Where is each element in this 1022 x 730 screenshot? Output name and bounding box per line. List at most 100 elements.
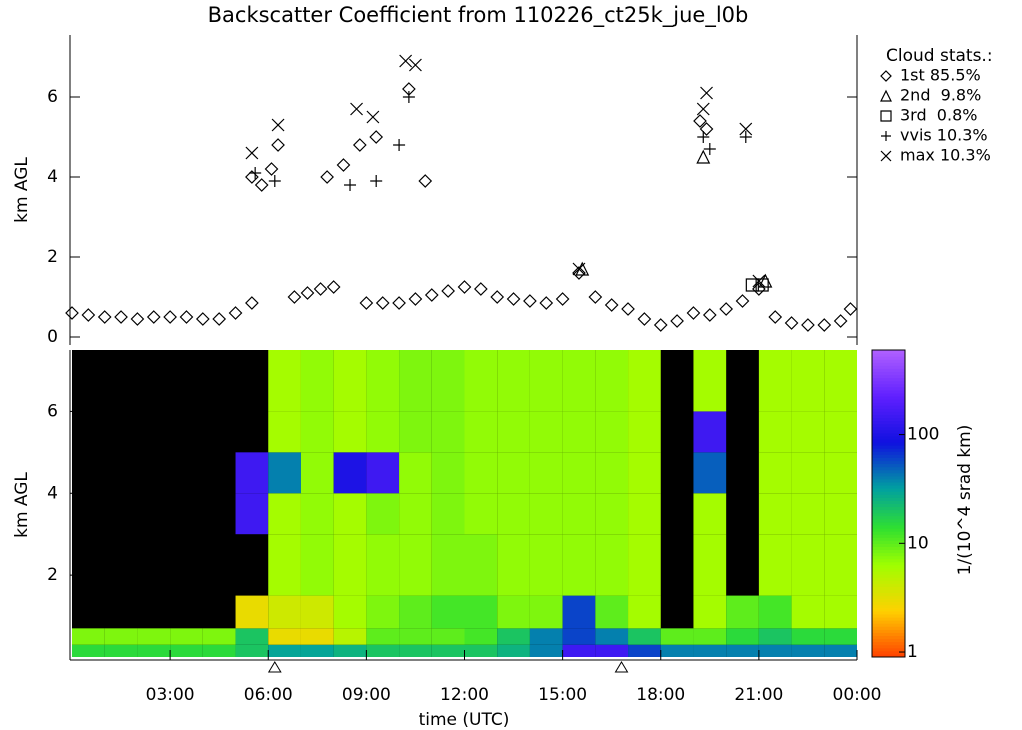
heatmap-cell [497, 411, 530, 453]
heatmap-cell [562, 411, 596, 453]
colorbar-frame [871, 349, 906, 658]
point [344, 179, 357, 191]
heatmap-cell [693, 493, 727, 535]
heatmap-cell [497, 493, 530, 535]
heatmap-cell [464, 452, 498, 494]
heatmap-cell [300, 350, 334, 412]
heatmap-cell [529, 534, 563, 596]
heatmap-cell [791, 411, 825, 453]
heatmap-cell [758, 452, 792, 494]
point [300, 286, 315, 300]
colorbar-segment [872, 392, 905, 397]
colorbar-segment [872, 463, 905, 468]
colorbar-segment [872, 564, 905, 569]
colorbar-segment [872, 491, 905, 495]
y-tick-label: 4 [47, 483, 58, 503]
heatmap-cell [529, 493, 563, 535]
heatmap-cell [464, 644, 498, 657]
point [703, 143, 716, 155]
chart-title: Backscatter Coefficient from 110226_ct25… [208, 3, 749, 28]
heatmap-cell [333, 493, 367, 535]
point [271, 138, 285, 152]
point [670, 314, 684, 328]
heatmap-cell [628, 350, 661, 412]
point [163, 310, 177, 324]
point [735, 294, 750, 308]
colorbar-segment [872, 396, 905, 400]
colorbar-segment [872, 475, 905, 480]
legend-marker [880, 70, 892, 82]
heatmap-cell [693, 644, 727, 657]
heatmap-cell [758, 534, 792, 596]
colorbar-segment [872, 426, 905, 431]
point [350, 102, 363, 116]
y-tick-label: 2 [47, 247, 58, 267]
colorbar-segment [872, 537, 905, 541]
heatmap-cell [202, 628, 236, 645]
colorbar-segment [872, 653, 905, 658]
heatmap-cell [497, 534, 530, 596]
colorbar-segment [872, 515, 905, 520]
point [352, 138, 367, 152]
heatmap-cell [333, 628, 367, 645]
point [264, 162, 279, 176]
point [399, 54, 413, 68]
heatmap-cell [104, 644, 138, 657]
heatmap-cell [300, 411, 334, 453]
legend-label: max 10.3% [900, 146, 991, 165]
point [588, 290, 603, 304]
colorbar-segment [872, 386, 905, 391]
heatmap-cell [660, 644, 694, 657]
heatmap-cell [202, 644, 236, 657]
heatmap-cell [791, 350, 825, 412]
colorbar-segment [872, 601, 905, 606]
heatmap-cell [529, 644, 563, 657]
colorbar-segment [872, 420, 905, 425]
heatmap-cell [300, 493, 334, 535]
legend-marker [880, 110, 892, 122]
colorbar-segment [872, 383, 905, 388]
colorbar-segment [872, 558, 905, 563]
colorbar-segment [872, 512, 905, 517]
heatmap-cell [464, 628, 498, 645]
colorbar-segment [872, 638, 905, 643]
colorbar-segment [872, 389, 905, 394]
legend-label: 2nd 9.8% [900, 86, 981, 105]
heatmap-cell [628, 452, 661, 494]
heatmap-cell [562, 595, 596, 629]
heatmap-cell [431, 595, 465, 629]
colorbar-segment [872, 405, 905, 409]
colorbar-segment [872, 583, 905, 587]
colorbar-segment [872, 571, 905, 575]
heatmap-cell [628, 595, 661, 629]
point [697, 131, 710, 143]
heatmap-cell [791, 493, 825, 535]
colorbar-segment [872, 518, 905, 523]
heatmap-cell [366, 534, 400, 596]
heatmap-cell [529, 350, 563, 412]
heatmap-cell [595, 644, 629, 657]
heatmap-cell [497, 628, 530, 645]
colorbar-segment [872, 623, 905, 627]
heatmap-cell [268, 628, 301, 645]
heatmap-cell [300, 534, 334, 596]
point [359, 296, 374, 310]
heatmap-cell [824, 350, 857, 412]
colorbar-segment [872, 617, 905, 621]
point [249, 167, 262, 179]
point [506, 292, 521, 306]
y-tick-label: 6 [47, 401, 58, 421]
point [245, 296, 259, 310]
colorbar-segment [872, 356, 905, 360]
heatmap-cell [300, 595, 334, 629]
heatmap-cell [399, 411, 432, 453]
heatmap-cell [399, 534, 432, 596]
x-tick-label: 12:00 [440, 685, 489, 705]
point [575, 261, 590, 276]
colorbar-segment [872, 429, 905, 434]
heatmap-cell [235, 595, 269, 629]
colorbar-segment [872, 552, 905, 557]
point [114, 310, 128, 324]
point [392, 296, 406, 310]
